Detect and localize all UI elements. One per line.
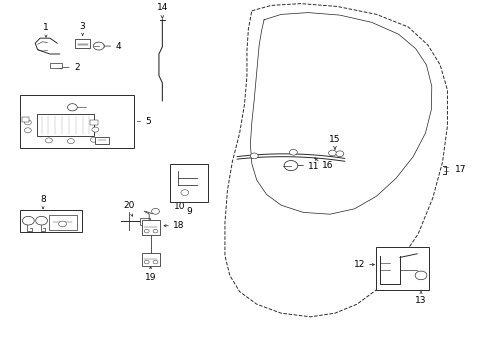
Circle shape — [67, 104, 77, 111]
Bar — [20, 95, 134, 148]
Bar — [75, 39, 90, 48]
Circle shape — [45, 138, 52, 143]
Bar — [142, 253, 160, 266]
Bar — [21, 117, 29, 122]
Bar — [90, 120, 98, 125]
Circle shape — [151, 208, 159, 214]
Circle shape — [289, 149, 297, 155]
Circle shape — [153, 229, 158, 233]
Circle shape — [24, 128, 31, 133]
Text: 14: 14 — [156, 3, 168, 12]
Text: 8: 8 — [40, 195, 46, 204]
Circle shape — [414, 271, 426, 280]
Circle shape — [22, 216, 34, 225]
Text: 17: 17 — [454, 165, 466, 174]
Text: 13: 13 — [414, 296, 426, 305]
Circle shape — [92, 127, 99, 132]
Bar — [375, 247, 428, 290]
Circle shape — [144, 229, 149, 233]
Text: 3: 3 — [80, 22, 85, 31]
Circle shape — [59, 221, 66, 227]
Text: 12: 12 — [354, 260, 365, 269]
Circle shape — [328, 150, 336, 156]
Text: 18: 18 — [173, 221, 184, 230]
Text: 20: 20 — [122, 201, 134, 210]
Circle shape — [93, 42, 104, 50]
Bar — [170, 164, 208, 202]
Text: 16: 16 — [321, 161, 333, 170]
Circle shape — [24, 120, 31, 125]
Circle shape — [250, 153, 258, 159]
Text: 6: 6 — [99, 101, 104, 110]
Bar — [37, 114, 94, 136]
Circle shape — [36, 216, 47, 225]
Text: 15: 15 — [328, 135, 340, 144]
Circle shape — [181, 190, 188, 195]
Text: 11: 11 — [307, 162, 319, 171]
Text: 5: 5 — [145, 117, 151, 126]
Bar — [20, 210, 82, 232]
Text: 10: 10 — [174, 202, 185, 211]
Circle shape — [144, 260, 149, 264]
Text: 19: 19 — [144, 273, 156, 282]
Text: 7: 7 — [117, 132, 122, 140]
Text: 9: 9 — [186, 207, 192, 216]
Bar — [95, 137, 109, 144]
Text: 2: 2 — [74, 63, 80, 72]
Bar — [140, 218, 149, 225]
Bar — [142, 220, 160, 235]
Circle shape — [90, 137, 97, 142]
Text: 4: 4 — [115, 42, 121, 51]
Bar — [50, 63, 61, 68]
Circle shape — [153, 260, 158, 264]
Text: 1: 1 — [43, 23, 49, 32]
Circle shape — [335, 151, 343, 157]
Circle shape — [67, 139, 74, 144]
Circle shape — [284, 161, 297, 171]
Bar — [49, 215, 77, 230]
